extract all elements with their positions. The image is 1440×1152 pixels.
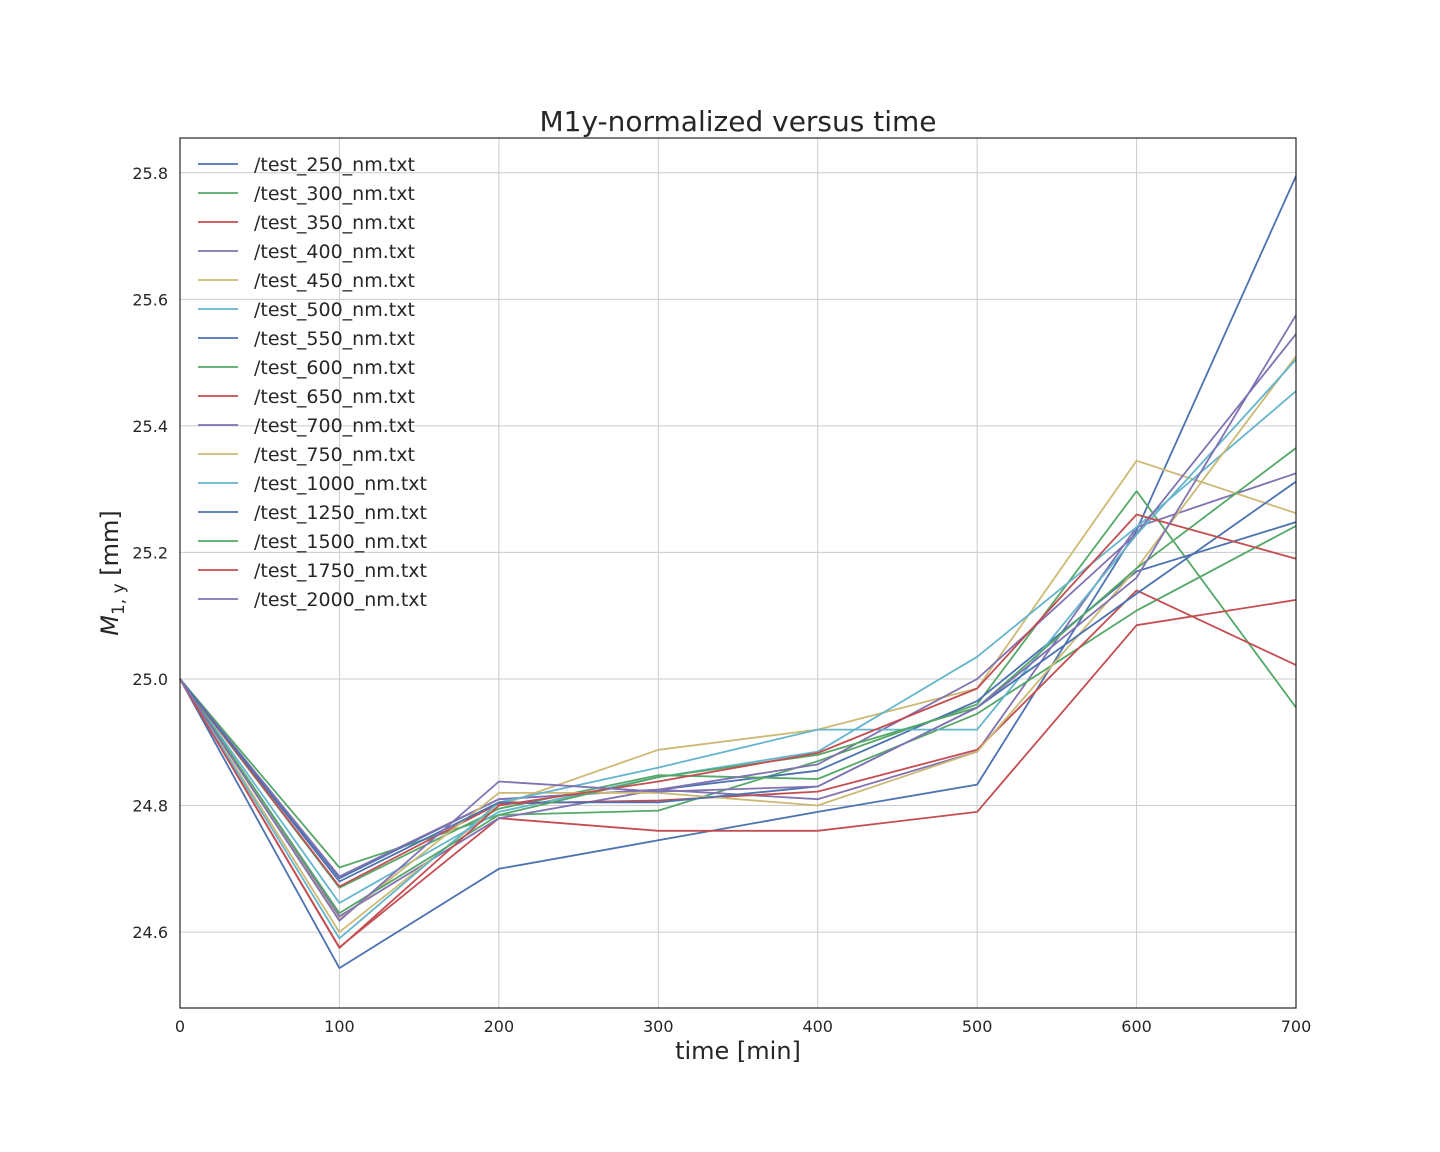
legend-label: /test_2000_nm.txt [254,589,427,611]
y-tick-label: 25.6 [132,290,168,309]
series-line [179,521,1297,880]
y-tick-label: 24.6 [132,923,168,942]
y-tick-label: 25.2 [132,543,168,562]
x-axis-label: time [min] [675,1037,801,1065]
legend-label: /test_600_nm.txt [254,357,415,379]
legend-label: /test_650_nm.txt [254,386,415,408]
legend-label: /test_450_nm.txt [254,270,415,292]
chart-title: M1y-normalized versus time [539,105,936,138]
series-line [179,333,1297,878]
x-tick-label: 600 [1121,1017,1152,1036]
legend-label: /test_500_nm.txt [254,299,415,321]
x-tick-label: 700 [1281,1017,1312,1036]
legend: /test_250_nm.txt/test_300_nm.txt/test_35… [198,154,427,611]
series-line [179,175,1297,969]
y-tick-label: 24.8 [132,797,168,816]
x-tick-label: 400 [802,1017,833,1036]
legend-label: /test_750_nm.txt [254,444,415,466]
y-axis-label-main: M [96,615,124,636]
legend-label: /test_350_nm.txt [254,212,415,234]
y-tick-label: 25.0 [132,670,168,689]
legend-label: /test_1750_nm.txt [254,560,427,582]
legend-label: /test_1000_nm.txt [254,473,427,495]
y-tick-label: 25.4 [132,417,168,436]
series-line [179,314,1297,922]
legend-label: /test_700_nm.txt [254,415,415,437]
x-tick-label: 200 [484,1017,515,1036]
y-axis-label: M1, y [mm] [96,510,129,636]
y-axis-label-unit: [mm] [96,510,124,583]
y-tick-label: 25.8 [132,164,168,183]
series-line [179,513,1297,949]
x-tick-label: 0 [175,1017,185,1036]
series-line [179,358,1297,940]
legend-label: /test_300_nm.txt [254,183,415,205]
series-line [179,599,1297,949]
series-line [179,480,1297,883]
legend-label: /test_250_nm.txt [254,154,415,176]
series-line [179,390,1297,904]
y-axis-label-sub: 1, y [109,583,129,615]
plot-frame [179,137,1297,1009]
series-lines [179,175,1297,969]
series-line [179,459,1297,933]
y-axis-ticks: 24.6 24.8 25.0 25.2 25.4 25.6 25.8 [132,164,168,942]
legend-label: /test_1500_nm.txt [254,531,427,553]
x-tick-label: 500 [962,1017,993,1036]
legend-label: /test_550_nm.txt [254,328,415,350]
x-tick-label: 100 [324,1017,355,1036]
series-line [179,490,1297,869]
series-line [179,589,1297,888]
x-tick-label: 300 [643,1017,674,1036]
legend-label: /test_400_nm.txt [254,241,415,263]
x-axis-ticks: 0 100 200 300 400 500 600 700 [175,1017,1311,1036]
legend-label: /test_1250_nm.txt [254,502,427,524]
